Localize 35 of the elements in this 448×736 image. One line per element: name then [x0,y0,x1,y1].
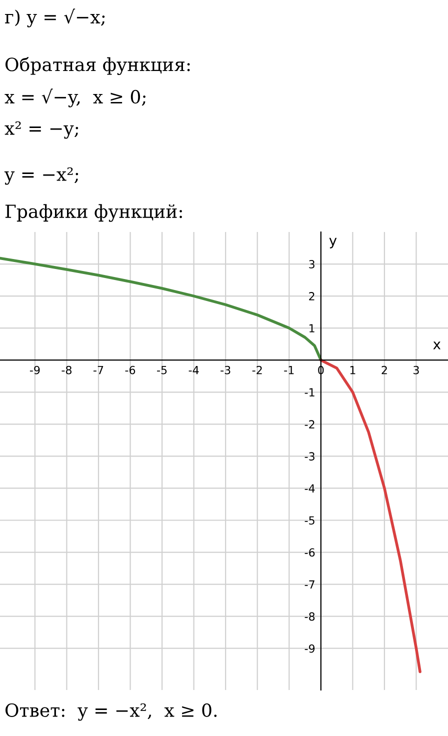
text: г) y = √−x; [5,8,105,28]
x-tick-label: -7 [94,366,104,374]
y-tick-label: -4 [304,484,315,492]
x-tick-label: 2 [382,366,387,374]
x-axis-title: x [433,342,441,350]
chart-title: Графики функций: [5,204,182,222]
x-tick-label: 3 [414,366,419,374]
y-tick-label: -1 [304,388,314,396]
line-series [320,358,422,674]
text: Ответ: y = −x², x ≥ 0. [5,703,217,721]
y-tick-label: -8 [304,612,315,621]
text: y = −x²; [4,167,78,185]
x-tick-label: -3 [220,366,230,374]
text: Обратная функция: [5,56,190,76]
line-series [0,256,322,362]
y-tick-label: -6 [304,548,315,557]
x-tick-label: -6 [125,366,136,374]
y-tick-label: -7 [304,580,314,589]
y-tick-label: -3 [304,452,314,461]
y-tick-label: 1 [310,324,314,332]
y-tick-label: -2 [304,420,314,428]
text: x = √−y, x ≥ 0; [4,88,146,108]
x-tick-label: -1 [284,366,294,374]
x-tick-label: 1 [350,366,356,374]
x-tick-label: -2 [252,366,262,374]
y-tick-label: -9 [304,644,315,653]
x-tick-label: -4 [188,366,199,374]
text: x² = −y; [4,121,78,139]
y-axis-title: y [329,238,337,248]
x-tick-label: -8 [62,366,72,374]
y-tick-label: 3 [309,260,314,268]
x-tick-label: -5 [157,366,167,374]
y-tick-label: 2 [309,292,314,300]
y-tick-label: -5 [304,516,314,525]
x-tick-label: -9 [30,366,40,374]
